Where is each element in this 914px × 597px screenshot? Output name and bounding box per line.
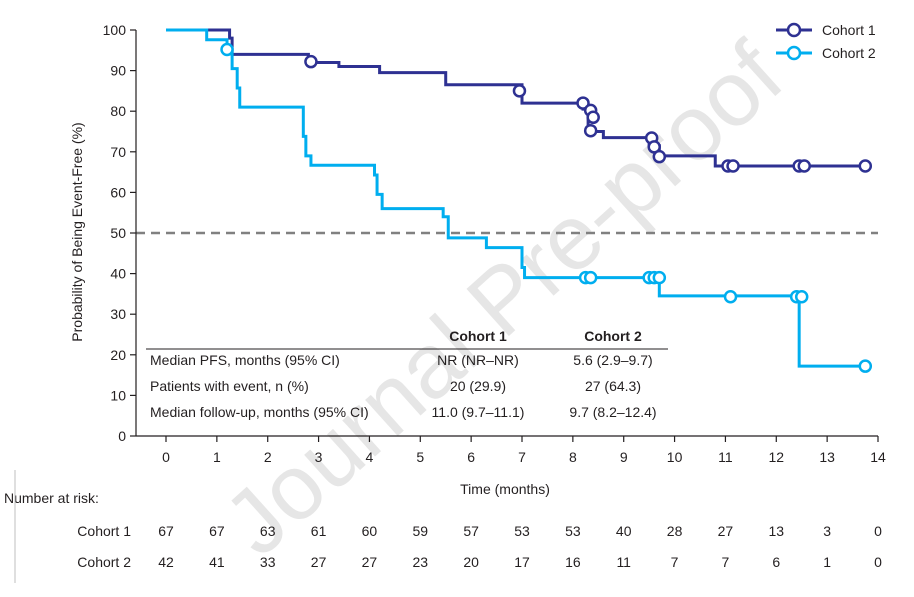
y-tick-label: 20 [110, 347, 126, 363]
risk-count: 67 [209, 523, 225, 539]
x-tick-label: 0 [162, 449, 170, 465]
risk-table-title: Number at risk: [4, 490, 99, 506]
censor-mark-cohort-1 [304, 54, 318, 69]
risk-count: 53 [514, 523, 530, 539]
censor-mark-cohort-2 [858, 359, 873, 373]
x-tick-label: 3 [315, 449, 323, 465]
censor-mark-cohort-2 [794, 289, 809, 304]
censor-mark-cohort-1 [512, 84, 527, 98]
x-axis-title: Time (months) [460, 481, 550, 497]
risk-row-label-cohort-2: Cohort 2 [77, 554, 131, 570]
table-cell: 20 (29.9) [450, 378, 506, 394]
risk-count: 23 [412, 554, 428, 570]
risk-count: 40 [616, 523, 632, 539]
risk-count: 61 [311, 523, 327, 539]
y-axis-title: Probability of Being Event-Free (%) [69, 122, 85, 341]
x-tick-label: 5 [416, 449, 424, 465]
x-tick-label: 4 [366, 449, 374, 465]
x-tick-label: 6 [467, 449, 475, 465]
table-header-cohort-1: Cohort 1 [449, 328, 507, 344]
table-cell: 27 (64.3) [585, 378, 641, 394]
censor-mark-cohort-1 [652, 149, 667, 164]
x-tick-label: 7 [518, 449, 526, 465]
censor-mark-cohort-2 [220, 42, 234, 57]
legend-label-cohort-2: Cohort 2 [822, 45, 876, 61]
table-row-label: Patients with event, n (%) [150, 378, 309, 394]
table-header-cohort-2: Cohort 2 [584, 328, 642, 344]
risk-count: 27 [362, 554, 378, 570]
risk-count: 3 [823, 523, 831, 539]
risk-count: 0 [874, 523, 882, 539]
risk-count: 27 [718, 523, 734, 539]
risk-count: 13 [768, 523, 784, 539]
y-tick-label: 100 [103, 22, 127, 38]
number-at-risk-table: Number at risk: Cohort 1 Cohort 2 674267… [4, 490, 882, 570]
table-row-label: Median PFS, months (95% CI) [150, 352, 340, 368]
y-tick-label: 40 [110, 266, 126, 282]
risk-count: 42 [158, 554, 174, 570]
table-cell: 5.6 (2.9–9.7) [573, 352, 652, 368]
y-tick-label: 10 [110, 387, 126, 403]
km-curve-cohort-2 [166, 28, 866, 368]
risk-count: 28 [667, 523, 683, 539]
table-cell: NR (NR–NR) [437, 352, 519, 368]
risk-count: 7 [722, 554, 730, 570]
risk-count: 63 [260, 523, 276, 539]
risk-count: 20 [463, 554, 479, 570]
x-tick-label: 10 [667, 449, 683, 465]
risk-count: 0 [874, 554, 882, 570]
risk-count: 67 [158, 523, 174, 539]
censor-mark-cohort-1 [726, 159, 740, 173]
censor-mark-cohort-2 [652, 270, 667, 285]
legend-label-cohort-1: Cohort 1 [822, 22, 876, 38]
risk-count: 16 [565, 554, 581, 570]
risk-count: 33 [260, 554, 276, 570]
risk-count: 7 [671, 554, 679, 570]
risk-count: 53 [565, 523, 581, 539]
risk-count: 11 [616, 554, 631, 570]
censor-mark-cohort-2 [723, 289, 738, 304]
x-tick-label: 9 [620, 449, 628, 465]
x-tick-label: 8 [569, 449, 577, 465]
risk-count: 60 [362, 523, 378, 539]
censor-mark-cohort-1 [583, 123, 598, 138]
x-tick-label: 14 [870, 449, 886, 465]
censor-mark-cohort-1 [797, 159, 812, 173]
x-tick-label: 1 [213, 449, 221, 465]
risk-count: 6 [772, 554, 780, 570]
y-tick-label: 0 [118, 428, 126, 444]
table-cell: 11.0 (9.7–11.1) [432, 404, 525, 420]
series [166, 28, 873, 373]
censor-mark-cohort-1 [586, 110, 600, 125]
risk-count: 57 [463, 523, 479, 539]
risk-count: 59 [412, 523, 428, 539]
y-tick-label: 30 [110, 306, 126, 322]
x-tick-label: 2 [264, 449, 272, 465]
y-tick-label: 70 [110, 144, 126, 160]
table-row-label: Median follow-up, months (95% CI) [150, 404, 369, 420]
risk-count: 41 [209, 554, 225, 570]
risk-count: 17 [514, 554, 530, 570]
legend-marker-cohort-2 [786, 45, 802, 61]
censor-mark-cohort-1 [858, 159, 873, 173]
x-tick-label: 11 [718, 449, 733, 465]
risk-row-label-cohort-1: Cohort 1 [77, 523, 131, 539]
x-tick-label: 13 [819, 449, 835, 465]
summary-table: Cohort 1 Cohort 2 Median PFS, months (95… [146, 328, 668, 420]
legend-item-cohort-2: Cohort 2 [776, 45, 876, 61]
risk-count: 1 [823, 554, 831, 570]
legend-item-cohort-1: Cohort 1 [776, 22, 876, 38]
table-cell: 9.7 (8.2–12.4) [569, 404, 656, 420]
censor-mark-cohort-2 [583, 270, 598, 285]
x-tick-label: 12 [768, 449, 784, 465]
legend: Cohort 1 Cohort 2 [776, 22, 876, 61]
legend-marker-cohort-1 [786, 22, 802, 38]
y-tick-label: 80 [110, 103, 126, 119]
y-tick-label: 90 [110, 63, 126, 79]
y-tick-label: 60 [110, 184, 126, 200]
risk-count: 27 [311, 554, 327, 570]
y-tick-label: 50 [110, 225, 126, 241]
